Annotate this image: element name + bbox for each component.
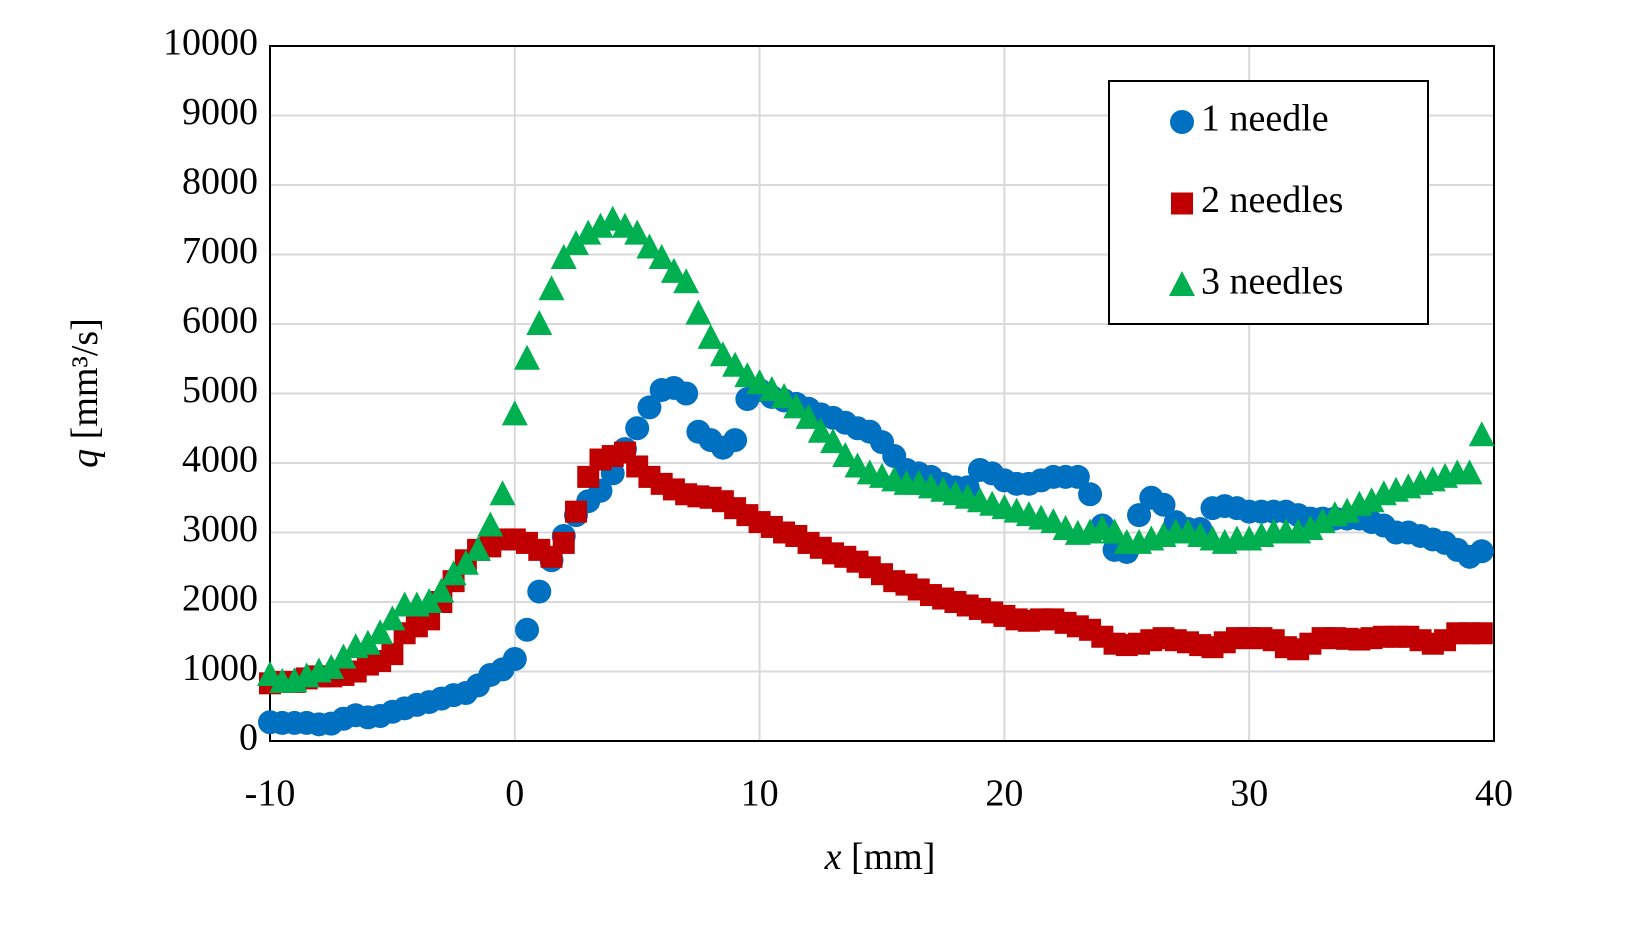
marker	[685, 299, 712, 325]
marker	[1468, 421, 1495, 447]
y-tick-label: 8000	[182, 161, 258, 203]
marker	[1456, 459, 1483, 485]
marker	[552, 531, 575, 554]
y-tick-label: 6000	[182, 300, 258, 342]
marker	[795, 403, 822, 429]
marker	[660, 257, 687, 283]
marker	[722, 351, 749, 377]
marker	[1171, 192, 1193, 215]
marker	[587, 212, 614, 238]
y-tick-label: 5000	[182, 369, 258, 411]
marker	[538, 275, 565, 301]
marker	[1309, 508, 1336, 534]
x-tick-label: 20	[985, 773, 1023, 815]
y-tick-label: 2000	[182, 578, 258, 620]
marker	[354, 629, 381, 655]
y-axis-label: q [mm³/s]	[64, 318, 106, 468]
marker	[636, 233, 663, 259]
marker	[1470, 622, 1493, 645]
x-tick-label: 10	[741, 773, 779, 815]
marker	[501, 400, 528, 426]
marker	[771, 382, 798, 408]
marker	[624, 219, 651, 245]
y-tick-label: 10000	[163, 22, 258, 64]
y-tick-label: 7000	[182, 230, 258, 272]
marker	[1469, 539, 1494, 564]
marker	[379, 605, 406, 631]
marker	[1065, 464, 1090, 489]
marker	[807, 417, 834, 443]
marker	[440, 560, 467, 586]
x-tick-label: -10	[245, 773, 296, 815]
y-tick-label: 1000	[182, 647, 258, 689]
marker	[1297, 515, 1324, 541]
marker	[648, 243, 675, 269]
legend-label: 2 needles	[1201, 179, 1343, 221]
marker	[502, 646, 527, 671]
y-tick-label: 9000	[182, 91, 258, 133]
marker	[452, 549, 479, 575]
y-tick-label: 0	[239, 717, 258, 759]
marker	[550, 243, 577, 269]
legend-label: 1 needle	[1201, 98, 1329, 140]
marker	[318, 654, 345, 680]
x-tick-label: 0	[505, 773, 524, 815]
marker	[674, 381, 699, 406]
marker	[330, 643, 357, 669]
marker	[723, 428, 748, 453]
x-axis-label: x [mm]	[824, 836, 936, 878]
marker	[709, 341, 736, 367]
marker	[428, 577, 455, 603]
x-tick-label: 30	[1230, 773, 1268, 815]
marker	[1151, 492, 1176, 517]
plot-frame	[269, 45, 1495, 742]
marker	[1334, 497, 1361, 523]
marker	[515, 617, 540, 642]
marker	[625, 416, 650, 441]
y-tick-label: 4000	[182, 439, 258, 481]
marker	[563, 230, 589, 256]
marker	[575, 219, 602, 245]
marker	[1127, 503, 1152, 528]
y-tick-label: 3000	[182, 508, 258, 550]
marker	[577, 465, 600, 488]
marker	[416, 588, 443, 613]
marker	[1358, 487, 1385, 513]
marker	[820, 428, 847, 454]
marker	[465, 535, 492, 561]
marker	[367, 619, 394, 645]
legend-box	[1108, 80, 1429, 325]
marker	[381, 643, 404, 666]
marker	[514, 344, 541, 370]
x-tick-label: 40	[1475, 773, 1513, 815]
legend-label: 3 needles	[1201, 261, 1343, 303]
marker	[477, 511, 504, 537]
marker	[783, 393, 810, 419]
marker	[637, 395, 662, 420]
marker	[832, 442, 859, 468]
marker	[673, 268, 700, 294]
marker	[527, 579, 552, 604]
marker	[1078, 482, 1103, 507]
marker	[526, 310, 553, 335]
marker	[1169, 271, 1195, 296]
marker	[1101, 518, 1128, 544]
marker	[489, 480, 516, 506]
marker	[697, 323, 724, 349]
marker	[565, 500, 587, 523]
marker	[1170, 110, 1194, 134]
